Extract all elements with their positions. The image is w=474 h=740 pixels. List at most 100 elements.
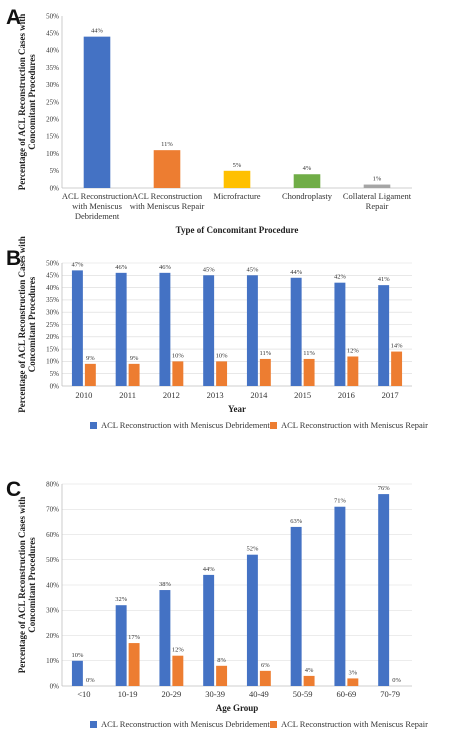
panel-b-data-label: 46% <box>115 264 128 271</box>
panel-b-ylabel: Concomitant Procedures <box>27 276 37 372</box>
panel-b-legend-swatch <box>270 422 277 429</box>
panel-b-ytick-label: 40% <box>46 284 59 292</box>
panel-c-ylabel: Percentage of ACL Reconstruction Cases w… <box>17 497 27 674</box>
panel-c-bar-repair <box>172 655 184 686</box>
panel-b-bar-debridement <box>378 285 390 386</box>
panel-c-data-label: 38% <box>159 581 172 588</box>
panel-c-category-label: 20-29 <box>161 689 181 699</box>
panel-c-category-label: 40-49 <box>249 689 269 699</box>
panel-c-category-label: <10 <box>77 689 90 699</box>
panel-b-data-label: 42% <box>334 274 347 281</box>
panel-a-category-label: ACL Reconstruction <box>132 191 203 201</box>
panel-a-data-label: 5% <box>233 162 242 169</box>
panel-a-data-label: 11% <box>161 141 173 148</box>
panel-c-data-label: 32% <box>115 596 128 603</box>
panel-b-data-label: 11% <box>260 350 272 357</box>
panel-b-bar-debridement <box>334 282 346 386</box>
panel-a-category-label: ACL Reconstruction <box>62 191 133 201</box>
panel-a-data-label: 44% <box>91 28 104 35</box>
panel-a-ytick-label: 35% <box>46 64 59 72</box>
panel-b-data-label: 41% <box>378 276 391 283</box>
panel-b-legend-label: ACL Reconstruction with Meniscus Repair <box>281 420 428 430</box>
panel-b-category-label: 2015 <box>294 390 311 400</box>
panel-c-bar-debridement <box>246 554 258 686</box>
panel-b-data-label: 11% <box>303 350 315 357</box>
panel-a-ytick-label: 30% <box>46 81 59 89</box>
panel-a-bar <box>363 184 391 188</box>
panel-b-ytick-label: 0% <box>50 382 60 390</box>
panel-a-ytick-label: 10% <box>46 150 59 158</box>
panel-b-data-label: 47% <box>71 261 84 268</box>
panel-a-xlabel: Type of Concomitant Procedure <box>176 225 299 235</box>
panel-b-bar-repair <box>172 361 184 386</box>
panel-a-category-label: Repair <box>366 201 389 211</box>
panel-a-ytick-label: 25% <box>46 98 59 106</box>
panel-a-bar <box>83 36 111 188</box>
panel-c-ytick-label: 80% <box>46 480 59 488</box>
panel-c-data-label: 8% <box>217 657 226 664</box>
panel-b-bar-debridement <box>203 275 215 386</box>
panel-b-bar-debridement <box>115 272 127 386</box>
panel-b-bar-repair <box>128 363 140 386</box>
panel-b-ytick-label: 15% <box>46 345 59 353</box>
panel-b-bar-repair <box>347 356 359 386</box>
panel-b-xlabel: Year <box>228 404 246 414</box>
panel-b-ytick-label: 35% <box>46 296 59 304</box>
panel-b-ytick-label: 25% <box>46 321 59 329</box>
panel-a-ylabel: Percentage of ACL Reconstruction Cases w… <box>17 14 27 191</box>
panel-a-ytick-label: 20% <box>46 116 59 124</box>
panel-b-bar-repair <box>216 361 228 386</box>
panel-c-bar-repair <box>216 665 228 686</box>
panel-c-data-label: 71% <box>334 498 347 505</box>
panel-b-ytick-label: 50% <box>46 259 59 267</box>
panel-c-xlabel: Age Group <box>216 703 259 713</box>
panel-b-category-label: 2012 <box>163 390 180 400</box>
panel-b-category-label: 2011 <box>119 390 136 400</box>
panel-c-data-label: 12% <box>172 647 185 654</box>
panel-c-legend-label: ACL Reconstruction with Meniscus Debride… <box>101 719 270 729</box>
panel-c-ytick-label: 40% <box>46 581 59 589</box>
panel-b-data-label: 45% <box>246 266 259 273</box>
panel-a-category-label: with Meniscus Repair <box>130 201 205 211</box>
panel-c-bar-repair <box>259 670 271 686</box>
panel-b-ytick-label: 5% <box>50 370 60 378</box>
panel-a-ytick-label: 5% <box>50 167 60 175</box>
panel-c-category-label: 10-19 <box>118 689 138 699</box>
panel-b-ytick-label: 20% <box>46 333 59 341</box>
panel-a-ytick-label: 50% <box>46 12 59 20</box>
panel-c-ytick-label: 70% <box>46 506 59 514</box>
panel-c-bar-debridement <box>71 660 83 686</box>
panel-c-ytick-label: 20% <box>46 632 59 640</box>
panel-c-bar-debridement <box>290 526 302 686</box>
panel-c-data-label: 10% <box>71 652 84 659</box>
panel-c-ytick-label: 0% <box>50 682 60 690</box>
panel-c-data-label: 52% <box>246 546 259 553</box>
panel-b-data-label: 9% <box>130 355 139 362</box>
panel-c-ylabel: Concomitant Procedures <box>27 537 37 633</box>
panel-b-ytick-label: 45% <box>46 272 59 280</box>
panel-c-ytick-label: 10% <box>46 657 59 665</box>
panel-c-bar-debridement <box>115 605 127 686</box>
panel-c-ytick-label: 60% <box>46 531 59 539</box>
panel-c-letter: C <box>6 478 21 501</box>
panel-c-data-label: 0% <box>86 677 95 684</box>
panel-a-category-label: Debridement <box>75 211 120 221</box>
panel-c-data-label: 76% <box>378 485 391 492</box>
panel-b-bar-debridement <box>159 272 171 386</box>
panel-c-data-label: 17% <box>128 634 141 641</box>
panel-b-category-label: 2016 <box>338 390 355 400</box>
panel-a-bar <box>223 170 251 188</box>
panel-b-ytick-label: 10% <box>46 358 59 366</box>
panel-b-data-label: 12% <box>347 347 360 354</box>
panel-c-data-label: 4% <box>305 667 314 674</box>
panel-c-bar-debridement <box>378 494 390 686</box>
panel-b-category-label: 2017 <box>382 390 399 400</box>
panel-b-category-label: 2010 <box>75 390 92 400</box>
panel-c-ytick-label: 30% <box>46 607 59 615</box>
panel-c-data-label: 44% <box>203 566 216 573</box>
panel-b-legend-swatch <box>90 422 97 429</box>
panel-c-bar-repair <box>128 643 140 686</box>
panel-c-bar-debridement <box>203 574 215 686</box>
panel-b-letter: B <box>6 247 21 270</box>
panel-c-data-label: 6% <box>261 662 270 669</box>
